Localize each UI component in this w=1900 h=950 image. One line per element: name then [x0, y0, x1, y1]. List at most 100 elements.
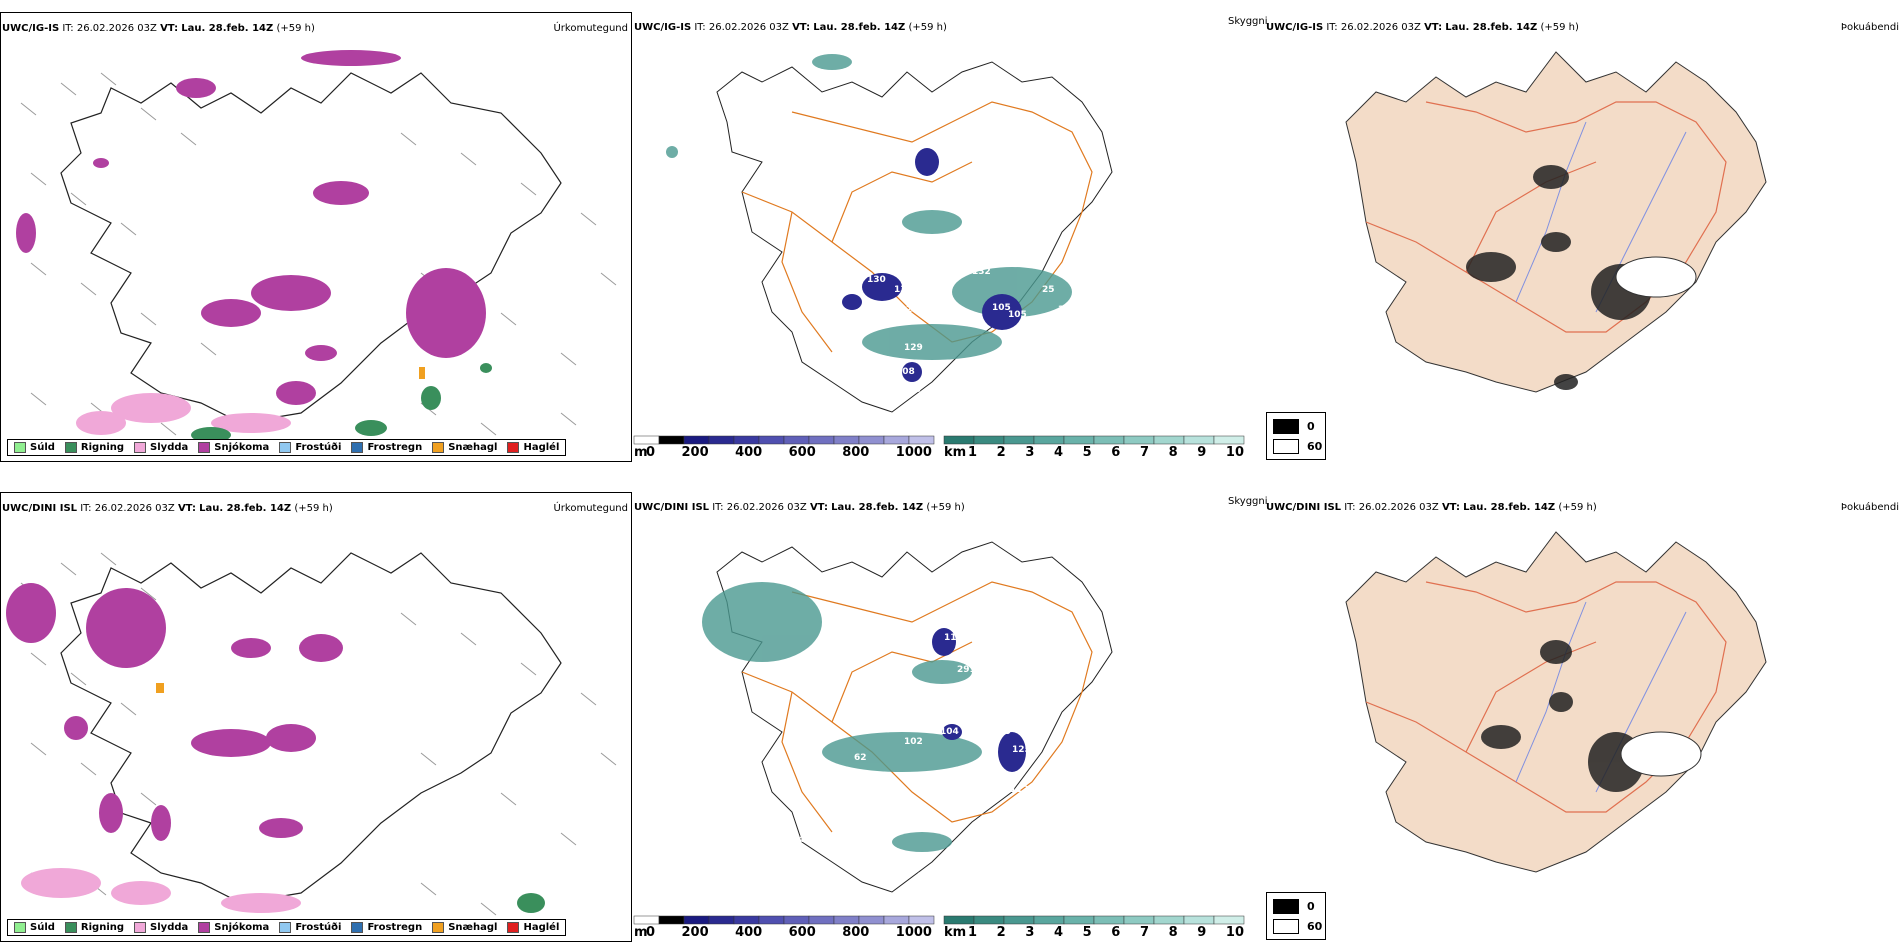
row2-lead-3: (+59 h): [1558, 502, 1597, 513]
row1-ice-pellet-spot: [419, 367, 425, 379]
colorbar-segment: [733, 435, 760, 445]
cloud-number: 120: [924, 187, 943, 197]
legend-swatch: [134, 442, 147, 453]
colorbar-segment: [833, 915, 860, 925]
row2-it-label: IT:: [80, 503, 92, 514]
tick: 0: [646, 925, 656, 940]
row2-it-value: 26.02.2026 03Z: [94, 503, 175, 514]
row2-height-ticks: 0 200 400 600 800 1000: [646, 925, 932, 940]
box-swatch-light: [1273, 439, 1299, 454]
colorbar-segment: [1093, 435, 1125, 445]
legend-swatch: [351, 442, 364, 453]
row1-snow-areas: [16, 50, 486, 405]
colorbar-segment: [683, 435, 710, 445]
row2-cloud-numbers: 509 291 111 105 104 102 125 112 62 53 34…: [706, 633, 1167, 913]
colorbar-segment: [1183, 435, 1215, 445]
colorbar-segment: [943, 435, 975, 445]
colorbar-segment: [633, 435, 660, 445]
tick: 800: [842, 445, 870, 460]
row1-model: UWC/IG-IS: [2, 23, 60, 34]
box-label: 0: [1307, 900, 1315, 913]
legend-item: Snjókoma: [198, 922, 269, 933]
tick: 8: [1168, 925, 1178, 940]
tick: 600: [788, 445, 816, 460]
colorbar-segment: [908, 435, 935, 445]
tick: 7: [1139, 925, 1149, 940]
box-label: 60: [1307, 440, 1323, 453]
row1-fog-panel: UWC/IG-IS IT: 26.02.2026 03Z VT: Lau. 28…: [1266, 12, 1900, 462]
legend-item: Rigning: [64, 922, 124, 933]
row2-cloud-fields: [702, 582, 982, 852]
tick: 200: [681, 925, 709, 940]
legend-swatch: [279, 922, 292, 933]
legend-item: Rigning: [64, 442, 124, 453]
colorbar-segment: [1033, 435, 1065, 445]
box-swatch-light: [1273, 919, 1299, 934]
cloud-number: 342: [792, 835, 811, 845]
colorbar-segment: [1063, 915, 1095, 925]
legend-item: Súld: [14, 442, 55, 453]
colorbar-segment: [1213, 915, 1245, 925]
cloud-number: 245: [906, 305, 925, 315]
row2-vt-label-3: VT:: [1441, 502, 1460, 513]
row1-cloud-map: 102 120 77 130 76 138 153 132 25 105 105…: [666, 54, 1113, 419]
tick: 3: [1025, 445, 1035, 460]
colorbar-segment: [858, 915, 885, 925]
row1-cloud-title: Skyggni: [1228, 16, 1268, 27]
row2-cloud-panel: UWC/DINI ISL IT: 26.02.2026 03Z VT: Lau.…: [632, 492, 1272, 942]
cloud-number: 111: [944, 633, 963, 643]
colorbar-segment: [1033, 915, 1065, 925]
legend-label: Slydda: [150, 442, 189, 453]
colorbar-segment: [1003, 435, 1035, 445]
tick: 600: [788, 925, 816, 940]
row1-vt-value-2: Lau. 28.feb. 14Z: [813, 22, 906, 33]
cloud-number: 102: [904, 737, 923, 747]
legend-item: Haglél: [507, 922, 559, 933]
cloud-number: 132: [972, 267, 991, 277]
legend-swatch: [507, 442, 520, 453]
row2-lead: (+59 h): [294, 503, 333, 514]
cloud-number: 125: [1012, 745, 1031, 755]
tick: 1: [968, 925, 978, 940]
colorbar-segment: [883, 435, 910, 445]
cloud-number: 153: [926, 267, 945, 277]
colorbar-segment: [1003, 915, 1035, 925]
row1-precip-legend: Súld Rigning Slydda Snjókoma Frostúði Fr…: [7, 439, 567, 456]
row2-model-2: UWC/DINI ISL: [634, 502, 710, 513]
tick: 4: [1053, 445, 1064, 460]
colorbar-segment: [808, 435, 835, 445]
row2-vis-ticks: 1 2 3 4 5 6 7 8 9 10: [968, 925, 1244, 940]
cloud-number: 12: [1154, 903, 1167, 913]
legend-item: Haglél: [507, 442, 559, 453]
cloud-number: 105: [992, 303, 1011, 313]
colorbar-segment: [973, 915, 1005, 925]
row2-it-label-3: IT:: [1344, 502, 1356, 513]
legend-label: Haglél: [523, 442, 560, 453]
cloud-number: 25: [1042, 285, 1055, 295]
cloud-number: 112: [1010, 785, 1029, 795]
row2-vt-value-2: Lau. 28.feb. 14Z: [831, 502, 924, 513]
row1-roads: [741, 101, 1093, 353]
row2-fog-light-area: [1620, 731, 1702, 777]
row2-vt-label: VT:: [177, 503, 196, 514]
colorbar-segment: [658, 915, 685, 925]
colorbar-segment: [833, 435, 860, 445]
cloud-number: 105: [992, 727, 1011, 737]
legend-item: Frostúði: [279, 442, 341, 453]
box-swatch-dark: [1273, 899, 1299, 914]
legend-swatch: [279, 442, 292, 453]
colorbar-segment: [683, 915, 710, 925]
row1-it-label-3: IT:: [1326, 22, 1338, 33]
row2-cloud-map: 509 291 111 105 104 102 125 112 62 53 34…: [702, 541, 1167, 913]
tick: 2: [996, 445, 1006, 460]
colorbar-segment: [858, 435, 885, 445]
row1-vis-unit: km: [944, 445, 967, 460]
row1-it-value: 26.02.2026 03Z: [76, 23, 157, 34]
cloud-number: 62: [854, 753, 867, 763]
colorbar-segment: [1063, 435, 1095, 445]
row1-lead-3: (+59 h): [1540, 22, 1579, 33]
tick: 1000: [895, 925, 932, 940]
row1-colorbars: [633, 435, 1245, 445]
colorbar-segment: [758, 435, 785, 445]
row1-precip-panel: UWC/IG-IS IT: 26.02.2026 03Z VT: Lau. 28…: [0, 12, 632, 462]
